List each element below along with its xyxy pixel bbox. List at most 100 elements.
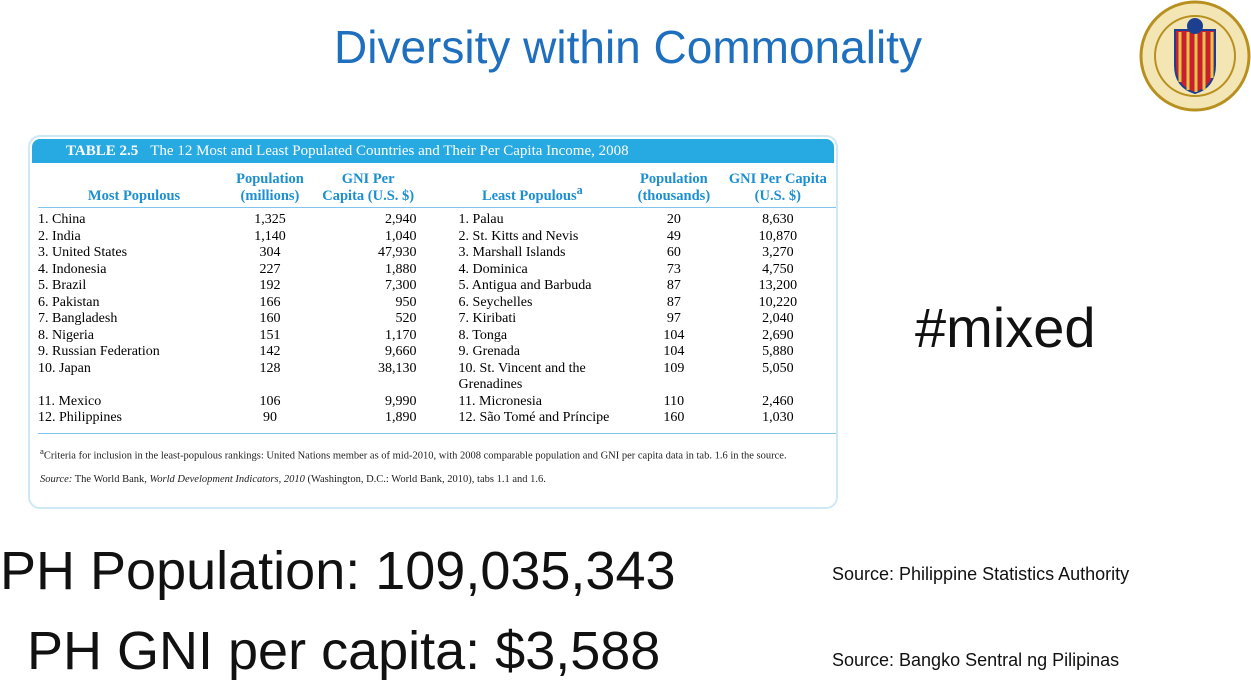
table-cell: 2,690 (762, 327, 794, 343)
table-cell: 10. St. Vincent and the Grenadines (458, 360, 586, 393)
source-note: Source: The World Bank, World Developmen… (40, 474, 832, 487)
table-row: 1. China 1,325 2,940 1. Palau 20 8,630 (38, 208, 836, 229)
table-cell: 142 (259, 344, 281, 359)
column-header: Population (millions) (230, 171, 310, 208)
table-cell: 2,460 (762, 393, 794, 409)
header-note: a (576, 182, 583, 197)
table-cell: 9,990 (385, 393, 417, 409)
table-cell: 104 (663, 327, 685, 343)
slide-title: Diversity within Commonality (334, 21, 922, 73)
header-line: (U.S. $) (754, 187, 801, 204)
header-line: Most Populous (87, 187, 181, 204)
table-cell: 1,030 (762, 410, 794, 425)
table-row: 8. Nigeria 151 1,170 8. Tonga 104 2,690 (38, 328, 836, 345)
header-line: Population (640, 171, 708, 187)
table-figure: TABLE 2.5 The 12 Most and Least Populated… (28, 135, 838, 509)
table-cell: 13,200 (758, 278, 798, 293)
table-cell: 97 (666, 311, 681, 326)
table-cell: 227 (259, 261, 281, 277)
table-cell: 10,870 (758, 228, 798, 244)
table-cell: 4. Indonesia (38, 261, 107, 277)
table-cell: 10,220 (758, 294, 798, 310)
table-cell: 950 (395, 294, 417, 310)
table-label: TABLE 2.5 (66, 143, 139, 159)
table-cell: 2,040 (762, 311, 794, 326)
table-cell: 1,880 (385, 261, 417, 277)
table-cell: 104 (663, 344, 685, 359)
table-row: 5. Brazil 192 7,300 5. Antigua and Barbuda 8… (38, 278, 836, 295)
table-cell: 6. Pakistan (38, 294, 100, 310)
table-cell: 7,300 (385, 278, 417, 293)
header-line: GNI Per Capita (728, 171, 827, 187)
table-cell: 73 (666, 261, 681, 277)
table-row: 2. India 1,140 1,040 2. St. Kitts and Nevis… (38, 229, 836, 246)
logo (1139, 0, 1251, 112)
stat-text: PH Population: 109,035,343 (0, 541, 676, 601)
column-header: Most Populous (38, 171, 230, 208)
table-cell: 166 (259, 294, 281, 310)
table-cell: 4. Dominica (458, 261, 528, 277)
table-cell: 2,940 (385, 212, 417, 227)
table-cell: 38,130 (378, 360, 417, 376)
table-cell: 7. Bangladesh (38, 311, 118, 326)
source-label: Source: (40, 474, 73, 485)
table-cell: 1. China (38, 212, 86, 227)
table-row: 7. Bangladesh 160 520 7. Kiribati 97 2,040 (38, 311, 836, 328)
table-row: 10. Japan 128 38,130 10. St. Vincent and th… (38, 361, 836, 394)
table-cell: 1,040 (385, 228, 417, 244)
table-cell: 151 (259, 327, 281, 343)
table-cell: 12. Philippines (38, 410, 123, 425)
header-line: Least Populous (481, 187, 577, 204)
table-cell: 3,270 (762, 245, 794, 260)
table-row: 9. Russian Federation 142 9,660 9. Grenada 1… (38, 344, 836, 361)
table-cell: 106 (259, 393, 281, 409)
table-cell: 1,140 (254, 228, 286, 244)
table-cell: 520 (395, 311, 417, 326)
footnote: aCriteria for inclusion in the least-pop… (40, 445, 832, 463)
column-header: GNI Per Capita (U.S. $) (310, 171, 417, 208)
table-cell: 192 (259, 278, 281, 293)
table-row: 3. United States 304 47,930 3. Marshall Isl… (38, 245, 836, 262)
header-row: Most Populous Population (millions) GNI Per… (38, 171, 836, 208)
stat-source: Source: Philippine Statistics Authority (832, 564, 1130, 584)
table-cell: 160 (259, 311, 281, 326)
table-cell: 20 (666, 212, 681, 227)
table-cell: 47,930 (378, 245, 417, 260)
table-cell: 304 (259, 245, 281, 260)
table-row: 4. Indonesia 227 1,880 4. Dominica 73 4,750 (38, 262, 836, 279)
footnote-mark: a (40, 446, 44, 456)
table-caption: TABLE 2.5 The 12 Most and Least Populated… (32, 139, 834, 163)
table-cell: 9. Grenada (458, 344, 520, 359)
table-cell: 6. Seychelles (458, 294, 533, 310)
table-cell: 8. Nigeria (38, 327, 94, 343)
table-row: 6. Pakistan 166 950 6. Seychelles 87 10,220 (38, 295, 836, 312)
table-cell: 3. United States (38, 245, 128, 260)
table-cell: 1,890 (385, 410, 417, 425)
table-cell: 11. Micronesia (458, 393, 543, 409)
table-cell: 128 (259, 360, 281, 376)
table-cell: 87 (666, 278, 681, 293)
table-cell: 11. Mexico (38, 393, 102, 409)
stat-text: PH GNI per capita: $3,588 (27, 621, 661, 681)
table-cell: 5. Brazil (38, 278, 87, 293)
table-cell: 9,660 (385, 344, 417, 359)
table-cell: 9. Russian Federation (38, 344, 160, 359)
table-cell: 1. Palau (458, 212, 504, 227)
header-line: GNI Per (341, 171, 395, 187)
table-cell: 90 (262, 410, 277, 425)
table-cell: 1,170 (385, 327, 417, 343)
column-header: Population (thousands) (628, 171, 720, 208)
table-cell: 12. São Tomé and Príncipe (458, 410, 610, 425)
table-cell: 110 (663, 393, 685, 409)
table-cell: 3. Marshall Islands (458, 245, 566, 260)
table-cell: 8,630 (762, 212, 794, 227)
table-cell: 8. Tonga (458, 327, 508, 343)
table-cell: 5,880 (762, 344, 794, 359)
header-line: (thousands) (637, 187, 711, 204)
table-cell: 87 (666, 294, 681, 310)
header-line: Capita (U.S. $) (322, 187, 415, 204)
table-cell: 2. India (38, 228, 81, 244)
hashtag: #mixed (915, 296, 1096, 359)
table-cell: 7. Kiribati (458, 311, 517, 326)
table-cell: 4,750 (762, 261, 794, 277)
